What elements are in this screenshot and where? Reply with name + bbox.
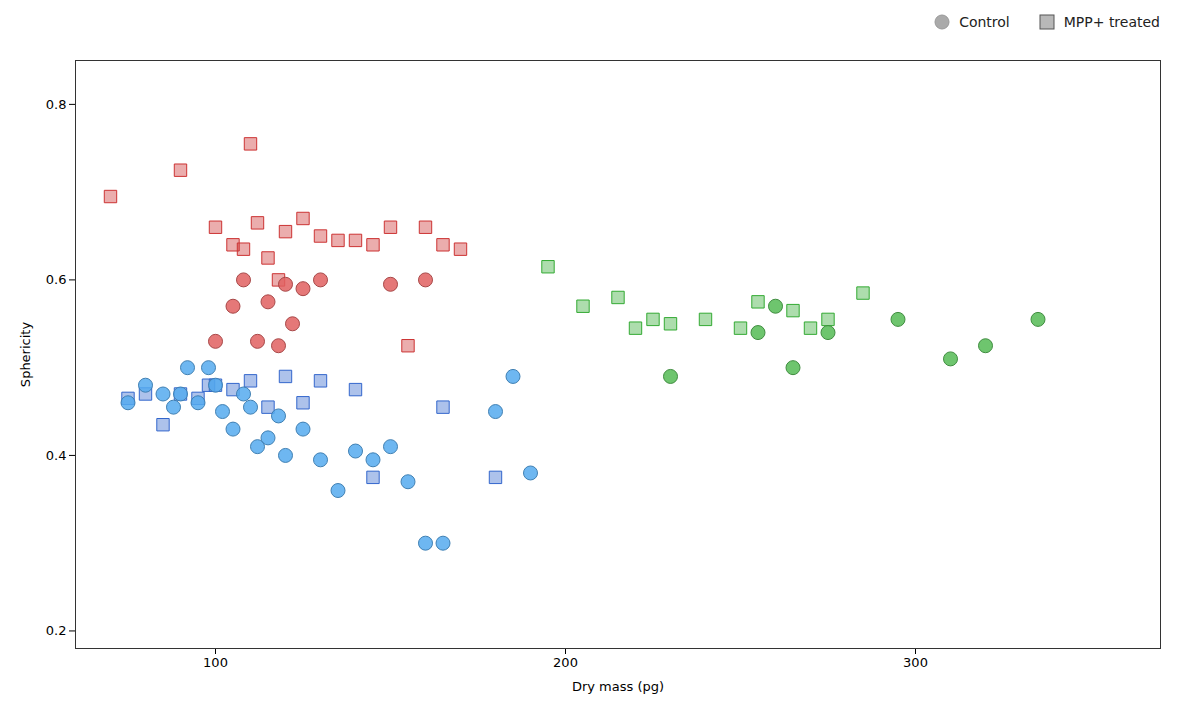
- svg-text:0.2: 0.2: [46, 623, 67, 638]
- svg-text:300: 300: [903, 655, 928, 670]
- svg-text:200: 200: [553, 655, 578, 670]
- html-text:Control: Control: [959, 14, 1010, 30]
- html-text:MPP+ treated: MPP+ treated: [1063, 14, 1160, 30]
- svg-text:0.8: 0.8: [46, 97, 67, 112]
- svg-text:Dry mass (pg): Dry mass (pg): [572, 679, 664, 694]
- svg-text:100: 100: [203, 655, 228, 670]
- svg-text:0.4: 0.4: [46, 448, 67, 463]
- svg-text:0.6: 0.6: [46, 272, 67, 287]
- svg-text:Sphericity: Sphericity: [18, 322, 33, 388]
